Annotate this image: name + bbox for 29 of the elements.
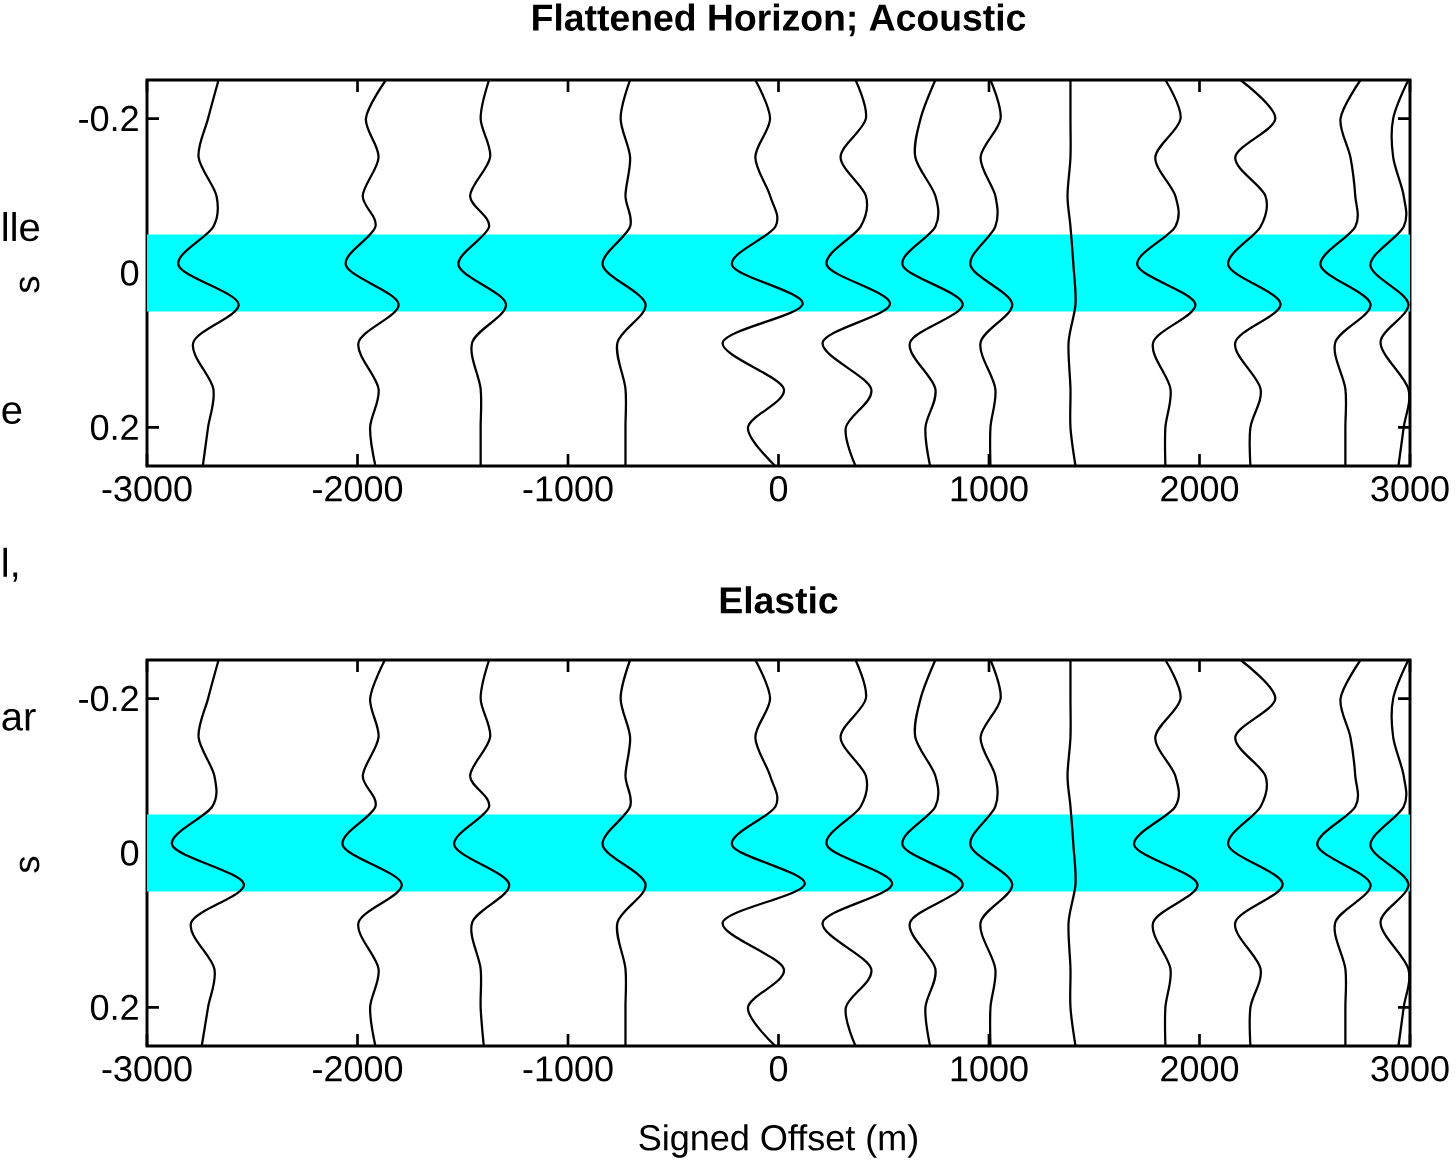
text: ar — [2, 708, 36, 731]
x-tick-label: -1000 — [523, 1056, 613, 1082]
x-tick-label: 0 — [769, 1056, 788, 1082]
text: l, — [3, 547, 18, 582]
x-tick-label: 1000 — [951, 476, 1028, 502]
y-axis-title: s — [19, 856, 40, 873]
y-tick-label: 0.2 — [90, 414, 138, 441]
x-tick-label: -2000 — [313, 1056, 403, 1082]
chart-title: Elastic — [720, 586, 838, 614]
chart-title: Flattened Horizon; Acoustic — [533, 3, 1026, 37]
x-tick-label: -3000 — [102, 1056, 192, 1082]
y-tick-label: 0 — [121, 840, 139, 866]
y-tick-label: 0.2 — [90, 994, 138, 1021]
y-tick-label: 0 — [121, 260, 139, 286]
x-axis-title: Signed Offset (m) — [639, 1124, 917, 1158]
x-tick-label: 3000 — [1371, 1056, 1449, 1082]
x-tick-label: 0 — [769, 476, 788, 502]
x-tick-label: -1000 — [523, 476, 613, 502]
x-tick-label: 2000 — [1161, 1056, 1239, 1082]
y-tick-label: -0.2 — [79, 685, 138, 712]
x-tick-label: 3000 — [1371, 476, 1449, 502]
x-tick-label: -2000 — [313, 476, 403, 502]
y-axis-title: s — [19, 276, 40, 293]
text: lle — [3, 211, 39, 242]
x-tick-label: 1000 — [951, 1056, 1028, 1082]
x-tick-label: -3000 — [102, 476, 192, 502]
text: e — [2, 402, 22, 425]
y-tick-label: -0.2 — [79, 105, 138, 132]
x-tick-label: 2000 — [1161, 476, 1239, 502]
